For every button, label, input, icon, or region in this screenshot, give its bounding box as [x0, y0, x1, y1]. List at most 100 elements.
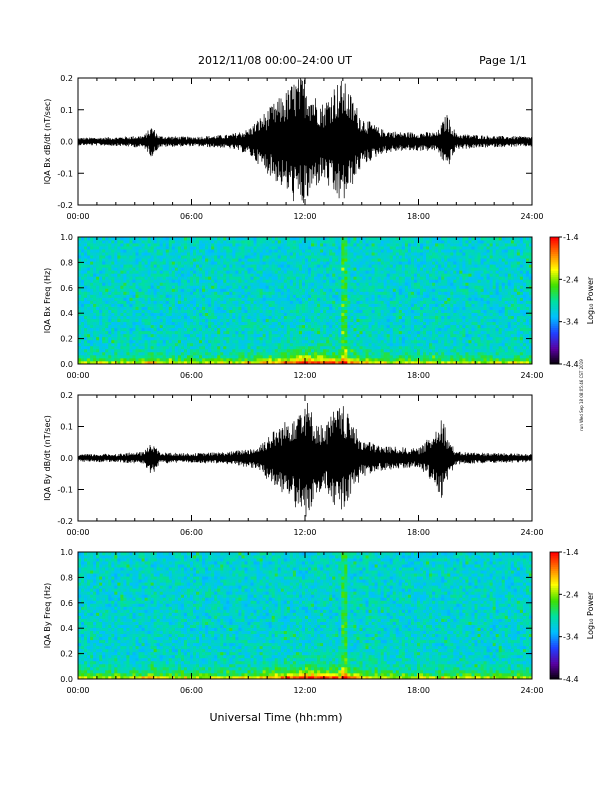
spectrogram-cell — [241, 288, 245, 292]
spectrogram-cell — [84, 300, 88, 304]
spectrogram-cell — [135, 261, 139, 265]
spectrogram-cell — [102, 312, 106, 317]
spectrogram-cell — [168, 285, 173, 289]
spectrogram-cell — [208, 240, 212, 244]
spectrogram-cell — [168, 282, 173, 286]
spectrogram-cell — [420, 312, 424, 317]
spectrogram-cell — [292, 315, 297, 320]
spectrogram-cell — [280, 243, 285, 247]
spectrogram-cell — [335, 342, 339, 347]
spectrogram-cell — [156, 351, 161, 356]
spectrogram-cell — [392, 312, 397, 317]
spectrogram-cell — [256, 279, 260, 283]
spectrogram-cell — [90, 348, 94, 353]
spectrogram-cell — [426, 303, 430, 307]
spectrogram-cell — [226, 240, 230, 244]
spectrogram-cell — [189, 285, 194, 289]
spectrogram-cell — [96, 333, 100, 338]
spectrogram-cell — [253, 351, 257, 356]
spectrogram-cell — [350, 336, 354, 341]
spectrogram-cell — [241, 342, 245, 347]
spectrogram-cell — [241, 258, 245, 262]
spectrogram-cell — [386, 312, 391, 317]
spectrogram-cell — [114, 291, 118, 295]
spectrogram-cell — [168, 273, 173, 277]
spectrogram-cell — [111, 243, 115, 247]
spectrogram-cell — [423, 246, 427, 250]
spectrogram-cell — [332, 264, 336, 268]
spectrogram-cell — [193, 315, 197, 320]
spectrogram-cell — [398, 312, 403, 317]
spectrogram-cell — [392, 330, 397, 335]
spectrogram-cell — [277, 318, 282, 323]
spectrogram-cell — [196, 276, 200, 280]
spectrogram-cell — [341, 249, 345, 253]
spectrogram-cell — [205, 255, 209, 259]
spectrogram-cell — [329, 267, 333, 271]
spectrogram-cell — [87, 303, 91, 307]
spectrogram-cell — [423, 339, 427, 344]
spectrogram-cell — [129, 255, 133, 259]
spectrogram-cell — [353, 282, 357, 286]
spectrogram-cell — [235, 285, 239, 289]
spectrogram-cell — [84, 348, 88, 353]
spectrogram-cell — [171, 309, 176, 313]
spectrogram-cell — [423, 264, 427, 268]
spectrogram-cell — [156, 294, 161, 298]
spectrogram-cell — [214, 267, 218, 271]
spectrogram-cell — [120, 294, 124, 298]
spectrogram-cell — [183, 261, 188, 265]
spectrogram-cell — [277, 288, 282, 292]
spectrogram-cell — [401, 273, 406, 277]
spectrogram-cell — [332, 291, 336, 295]
spectrogram-cell — [413, 300, 418, 304]
spectrogram-cell — [196, 261, 200, 265]
spectrogram-cell — [416, 255, 421, 259]
spectrogram-cell — [250, 297, 254, 301]
spectrogram-cell — [114, 348, 118, 353]
spectrogram-cell — [105, 264, 109, 268]
spectrogram-cell — [274, 339, 279, 344]
spectrogram-cell — [105, 243, 109, 247]
spectrogram-cell — [117, 273, 121, 277]
spectrogram-cell — [193, 330, 197, 335]
spectrogram-cell — [114, 264, 118, 268]
spectrogram-cell — [365, 309, 369, 313]
spectrogram-cell — [108, 351, 112, 356]
spectrogram-cell — [295, 237, 300, 241]
spectrogram-cell — [350, 357, 354, 362]
spectrogram-cell — [165, 273, 170, 277]
spectrogram-cell — [301, 312, 306, 317]
spectrogram-cell — [356, 261, 360, 265]
spectrogram-cell — [108, 288, 112, 292]
spectrogram-cell — [259, 327, 264, 332]
spectrogram-cell — [338, 345, 342, 350]
spectrogram-cell — [183, 330, 188, 335]
spectrogram-cell — [87, 333, 91, 338]
spectrogram-cell — [317, 303, 321, 307]
spectrogram-cell — [341, 282, 345, 286]
spectrogram-cell — [429, 303, 433, 307]
spectrogram-cell — [232, 345, 236, 350]
spectrogram-cell — [205, 318, 209, 323]
spectrogram-cell — [380, 237, 385, 241]
spectrogram-cell — [410, 264, 415, 268]
spectrogram-cell — [235, 357, 239, 362]
spectrogram-cell — [223, 336, 227, 341]
spectrogram-cell — [186, 240, 191, 244]
spectrogram-cell — [129, 306, 133, 310]
spectrogram-cell — [90, 330, 94, 335]
spectrogram-cell — [301, 318, 306, 323]
spectrogram-cell — [217, 336, 221, 341]
spectrogram-cell — [374, 297, 379, 301]
spectrogram-cell — [323, 300, 327, 304]
spectrogram-cell — [168, 276, 173, 280]
spectrogram-cell — [271, 318, 276, 323]
spectrogram-cell — [274, 336, 279, 341]
spectrogram-cell — [108, 315, 112, 320]
spectrogram-cell — [105, 252, 109, 256]
spectrogram-cell — [326, 276, 330, 280]
spectrogram-cell — [168, 348, 173, 353]
spectrogram-cell — [168, 315, 173, 320]
spectrogram-cell — [229, 303, 233, 307]
